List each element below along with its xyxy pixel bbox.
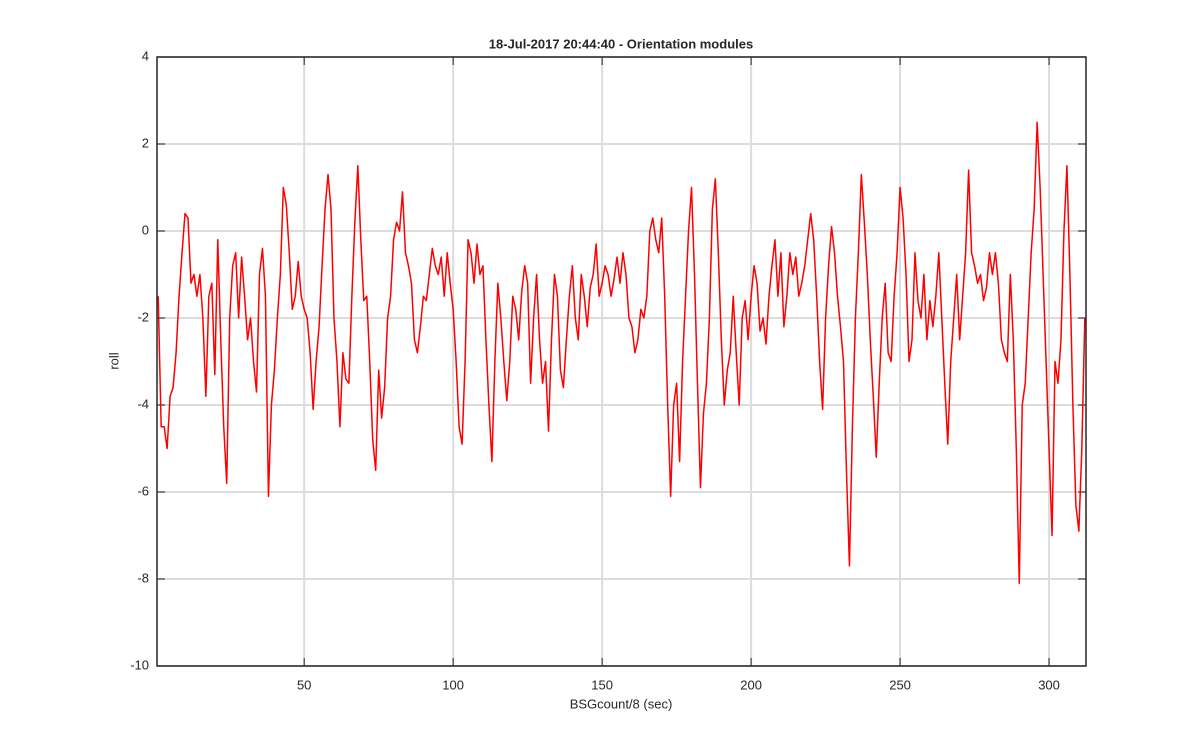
y-axis-label: roll xyxy=(106,352,121,369)
x-axis-label: BSGcount/8 (sec) xyxy=(570,696,673,711)
x-tick-label: 250 xyxy=(889,677,911,692)
x-tick-label: 200 xyxy=(740,677,762,692)
y-tick-label: 0 xyxy=(142,222,149,237)
x-tick-label: 150 xyxy=(591,677,613,692)
y-tick-label: -8 xyxy=(137,570,149,585)
y-tick-label: 4 xyxy=(142,48,149,63)
data-line xyxy=(157,121,1086,585)
y-tick-label: 2 xyxy=(142,135,149,150)
y-tick-label: -4 xyxy=(137,396,149,411)
x-tick-label: 300 xyxy=(1038,677,1060,692)
y-tick-label: -6 xyxy=(137,483,149,498)
y-tick-label: -2 xyxy=(137,309,149,324)
x-tick-label: 50 xyxy=(297,677,311,692)
y-tick-label: -10 xyxy=(130,657,149,672)
chart-title: 18-Jul-2017 20:44:40 - Orientation modul… xyxy=(489,36,753,51)
x-tick-label: 100 xyxy=(442,677,464,692)
plot-frame xyxy=(156,56,1087,667)
